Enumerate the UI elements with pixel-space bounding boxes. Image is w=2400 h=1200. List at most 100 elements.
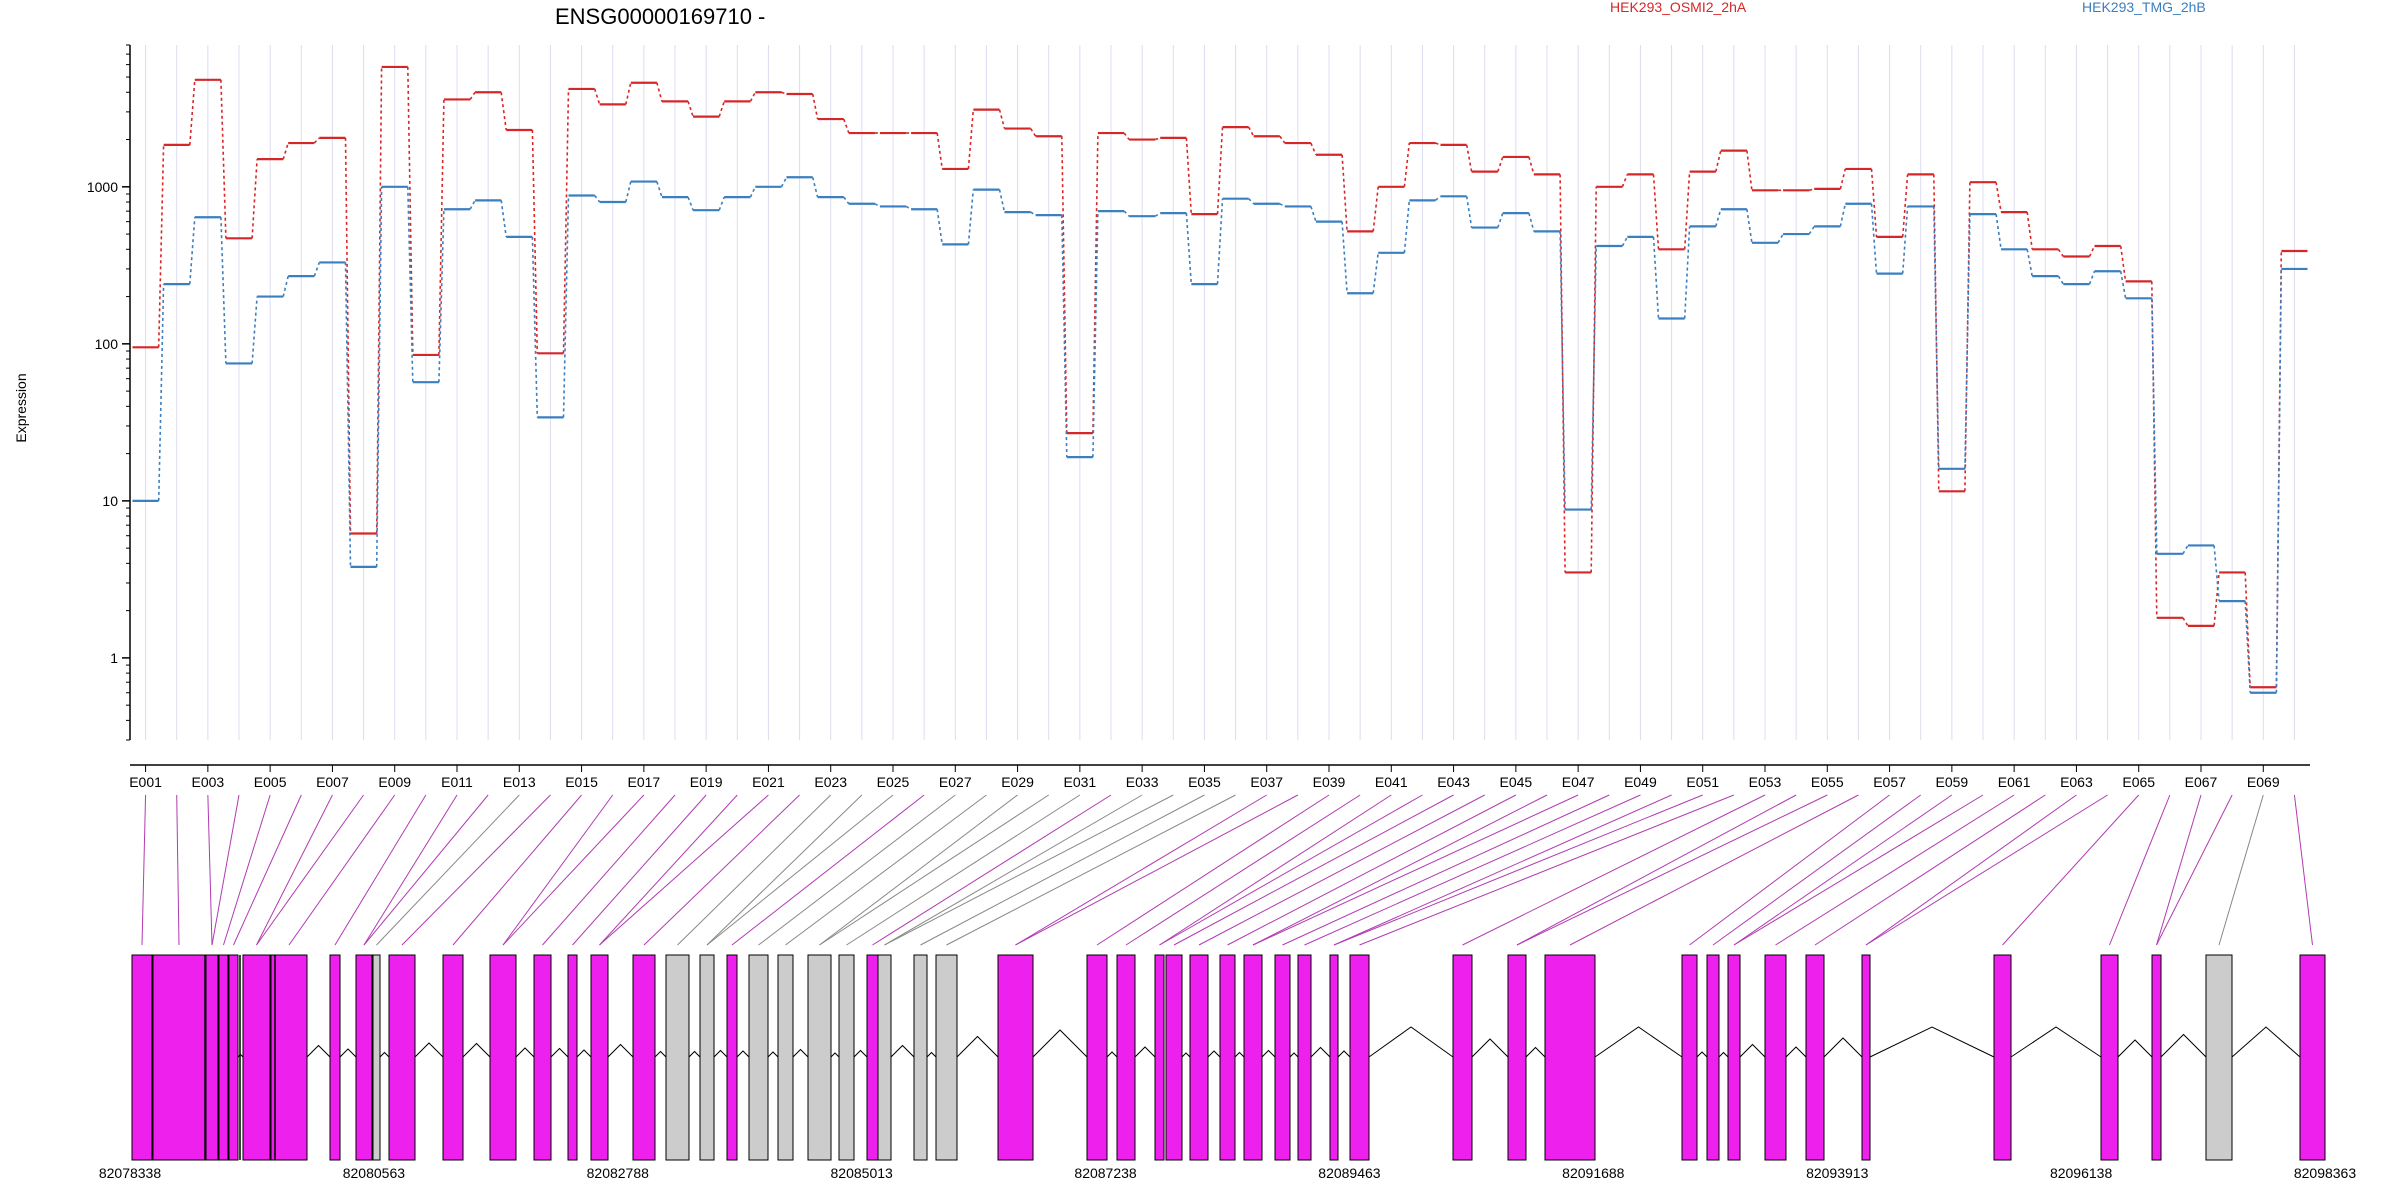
x-tick-label: E047 <box>1562 774 1595 790</box>
intron-line <box>1739 1043 1766 1058</box>
exon-connector <box>2156 794 2233 946</box>
intron-line <box>2010 1026 2102 1058</box>
series-2-connector <box>1964 214 1971 469</box>
genome-coordinate-label: 82082788 <box>587 1165 650 1181</box>
exon-connector <box>1333 794 1703 946</box>
series-2-connector <box>967 189 975 245</box>
series-2-connector <box>562 195 570 418</box>
x-tick-label: E053 <box>1749 774 1782 790</box>
exon-connector <box>1282 794 1610 946</box>
x-tick-label: E009 <box>378 774 411 790</box>
series-2-connector <box>1590 245 1597 510</box>
legend-series-1: HEK293_OSMI2_2hA <box>1610 0 1747 15</box>
x-tick-label: E007 <box>316 774 349 790</box>
exon-connector <box>1304 794 1641 946</box>
exon-block-magenta <box>590 954 609 1161</box>
series-2-connector <box>1683 226 1691 319</box>
exon-connector <box>1712 794 1922 946</box>
exon-block-magenta <box>1329 954 1339 1161</box>
exon-block-magenta <box>152 954 206 1161</box>
intron-line <box>1368 1026 1454 1058</box>
series-2-connector <box>1621 236 1629 247</box>
intron-line <box>1106 1051 1118 1058</box>
exon-block-magenta <box>489 954 517 1161</box>
series-2-connector <box>2213 545 2220 602</box>
series-2-connector <box>936 209 943 245</box>
series-2-connector <box>687 196 694 211</box>
exon-block-magenta <box>533 954 552 1161</box>
exon-connector <box>452 794 582 946</box>
series-2-connector <box>407 186 414 383</box>
series-2-connector <box>1777 233 1784 244</box>
series-1-connector <box>531 129 539 354</box>
exon-connector <box>1096 794 1330 946</box>
exon-block-magenta <box>1764 954 1787 1161</box>
exon-block-grey <box>665 954 690 1161</box>
exon-connector <box>1159 794 1423 946</box>
series-1-connector <box>811 93 819 120</box>
series-1-connector <box>843 118 850 134</box>
exon-block-magenta <box>1507 954 1527 1161</box>
intron-line <box>576 1049 592 1058</box>
exon-connector <box>376 794 520 946</box>
exon-block-grey <box>935 954 958 1161</box>
exon-connector <box>1865 794 2108 946</box>
intron-line <box>2231 1026 2301 1058</box>
series-2-connector <box>874 203 881 208</box>
exon-connector <box>819 794 1018 946</box>
exon-connector <box>256 794 333 946</box>
series-2-connector <box>811 177 819 198</box>
series-1-connector <box>1310 142 1317 156</box>
exon-block-grey <box>807 954 832 1161</box>
x-tick-label: E017 <box>628 774 661 790</box>
series-2-connector <box>251 296 258 364</box>
series-2-connector <box>500 200 507 238</box>
series-2-connector <box>1933 206 1940 469</box>
series-2-connector <box>1528 212 1535 232</box>
exon-connector <box>211 794 240 946</box>
exon-block-magenta <box>1297 954 1312 1161</box>
series-2-connector <box>1248 198 1255 205</box>
exon-connector <box>2218 794 2264 946</box>
series-1-connector <box>1154 137 1161 141</box>
series-1-connector <box>1372 186 1379 232</box>
series-1-connector <box>1621 174 1629 188</box>
series-1-connector <box>2088 245 2096 257</box>
intron-line <box>713 1049 728 1058</box>
exon-connector <box>920 794 1205 946</box>
y-tick-label: 100 <box>95 336 119 352</box>
exon-block-magenta <box>1727 954 1741 1161</box>
series-1-connector <box>967 109 975 169</box>
intron-line <box>379 1051 390 1058</box>
exon-connector <box>1159 794 1392 946</box>
intron-line <box>1337 1050 1351 1058</box>
exon-connector <box>1814 794 2046 946</box>
intron-line <box>1594 1026 1683 1058</box>
series-1-connector <box>749 91 757 102</box>
series-1-connector <box>220 79 227 239</box>
exon-block-magenta <box>2299 954 2326 1161</box>
x-tick-label: E043 <box>1437 774 1470 790</box>
exon-block-grey <box>877 954 892 1161</box>
intron-line <box>1785 1046 1807 1058</box>
series-2-connector <box>1497 212 1504 228</box>
series-1-connector <box>1901 174 1909 237</box>
series-2-connector <box>1870 203 1878 274</box>
exon-block-grey <box>748 954 769 1161</box>
series-2-connector <box>718 196 725 211</box>
series-1-connector <box>1652 174 1660 250</box>
series-1-connector <box>1030 128 1037 137</box>
series-1-connector <box>1465 144 1473 172</box>
series-2-connector <box>1839 203 1847 227</box>
series-2-connector <box>2026 249 2033 277</box>
series-1-connector <box>282 142 289 160</box>
series-2-connector <box>1808 225 1815 235</box>
intron-line <box>654 1050 667 1058</box>
x-tick-label: E033 <box>1126 774 1159 790</box>
exon-block-magenta <box>218 954 229 1161</box>
exon-block-magenta <box>442 954 464 1161</box>
exon-connector <box>1359 794 1735 946</box>
intron-line <box>688 1050 701 1058</box>
series-1-connector <box>1341 154 1348 232</box>
exon-block-magenta <box>1086 954 1108 1161</box>
